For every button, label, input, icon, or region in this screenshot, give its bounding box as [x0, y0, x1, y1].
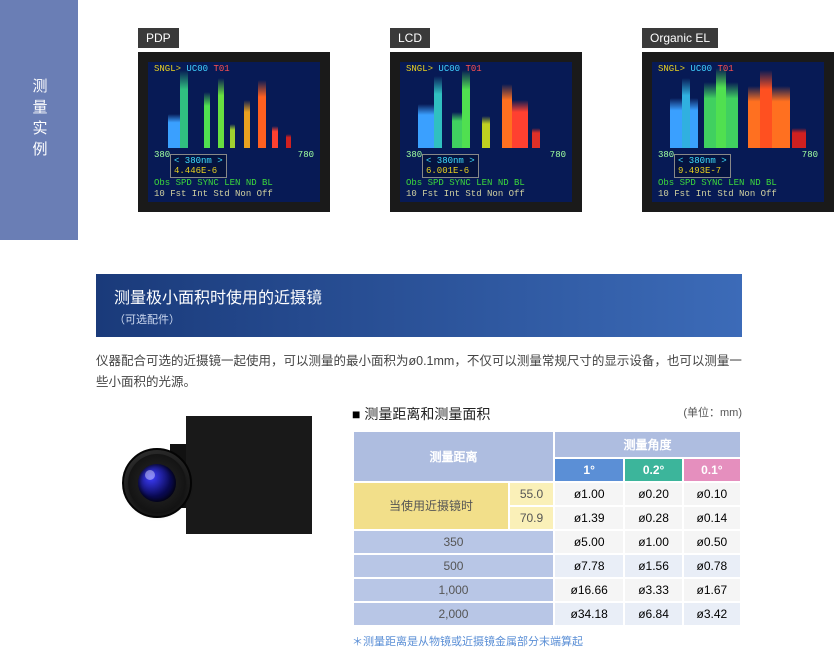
mid-section: 测量极小面积时使用的近摄镜 （可选配件） 仪器配合可选的近摄镜一起使用，可以测量… — [0, 240, 838, 394]
cell-value: ø0.10 — [684, 483, 740, 505]
top-section: 测量实例 PDP SNGL> UC00 T01380780< 380nm >4.… — [0, 0, 838, 240]
table-row: 350ø5.00ø1.00ø0.50 — [354, 531, 740, 553]
feature-banner: 测量极小面积时使用的近摄镜 （可选配件） — [96, 274, 742, 337]
table-row: 2,000ø34.18ø6.84ø3.42 — [354, 603, 740, 625]
th-angle-col: 0.2° — [625, 459, 681, 481]
lower-section: 测量距离和测量面积 (单位：mm) 测量距离测量角度1°0.2°0.1°当使用近… — [0, 394, 838, 669]
cell-value: ø34.18 — [555, 603, 624, 625]
cell-value: ø0.28 — [625, 507, 681, 529]
spectra-row: PDP SNGL> UC00 T01380780< 380nm >4.446E-… — [78, 0, 838, 240]
cell-distance: 350 — [354, 531, 553, 553]
cell-value: ø0.78 — [684, 555, 740, 577]
table-row: 500ø7.78ø1.56ø0.78 — [354, 555, 740, 577]
cell-value: ø16.66 — [555, 579, 624, 601]
spectrum-block: Organic EL SNGL> UC00 T01380780< 380nm >… — [642, 28, 834, 212]
camera-illustration — [96, 404, 326, 649]
spectrum-display: SNGL> UC00 T01380780< 380nm >9.493E-7Obs… — [642, 52, 834, 212]
th-angle-col: 1° — [555, 459, 624, 481]
th-angle: 测量角度 — [555, 432, 740, 457]
cell-distance: 55.0 — [510, 483, 553, 505]
cell-value: ø6.84 — [625, 603, 681, 625]
cell-distance: 2,000 — [354, 603, 553, 625]
spectrum-label: Organic EL — [642, 28, 718, 48]
table-row: 当使用近摄镜时55.0ø1.00ø0.20ø0.10 — [354, 483, 740, 505]
spectrum-block: LCD SNGL> UC00 T01380780< 380nm >6.001E-… — [390, 28, 582, 212]
feature-description: 仪器配合可选的近摄镜一起使用，可以测量的最小面积为ø0.1mm，不仅可以测量常规… — [96, 351, 742, 394]
table-title: 测量距离和测量面积 (单位：mm) — [352, 404, 742, 424]
th-angle-col: 0.1° — [684, 459, 740, 481]
table-row: 1,000ø16.66ø3.33ø1.67 — [354, 579, 740, 601]
cell-distance: 500 — [354, 555, 553, 577]
cell-value: ø0.50 — [684, 531, 740, 553]
cell-value: ø5.00 — [555, 531, 624, 553]
spectrum-label: LCD — [390, 28, 430, 48]
cell-value: ø0.20 — [625, 483, 681, 505]
cell-value: ø3.33 — [625, 579, 681, 601]
th-distance: 测量距离 — [354, 432, 553, 481]
cell-distance: 70.9 — [510, 507, 553, 529]
cell-value: ø1.39 — [555, 507, 624, 529]
feature-subtitle: （可选配件） — [114, 311, 724, 327]
spectrum-display: SNGL> UC00 T01380780< 380nm >4.446E-6Obs… — [138, 52, 330, 212]
table-footnote: ＊测量距离是从物镜或近摄镜金属部分末端算起 — [352, 633, 742, 649]
cell-value: ø3.42 — [684, 603, 740, 625]
cell-value: ø1.00 — [555, 483, 624, 505]
spectrum-display: SNGL> UC00 T01380780< 380nm >6.001E-6Obs… — [390, 52, 582, 212]
cell-value: ø1.67 — [684, 579, 740, 601]
cell-value: ø7.78 — [555, 555, 624, 577]
feature-title: 测量极小面积时使用的近摄镜 — [114, 284, 724, 308]
cell-distance: 1,000 — [354, 579, 553, 601]
measurement-table: 测量距离测量角度1°0.2°0.1°当使用近摄镜时55.0ø1.00ø0.20ø… — [352, 430, 742, 627]
cell-value: ø1.56 — [625, 555, 681, 577]
closeup-label: 当使用近摄镜时 — [354, 483, 508, 529]
cell-value: ø1.00 — [625, 531, 681, 553]
side-tab: 测量实例 — [0, 0, 78, 240]
spectrum-block: PDP SNGL> UC00 T01380780< 380nm >4.446E-… — [138, 28, 330, 212]
measurement-table-area: 测量距离和测量面积 (单位：mm) 测量距离测量角度1°0.2°0.1°当使用近… — [352, 404, 742, 649]
table-unit: (单位：mm) — [683, 404, 742, 420]
cell-value: ø0.14 — [684, 507, 740, 529]
spectrum-label: PDP — [138, 28, 179, 48]
